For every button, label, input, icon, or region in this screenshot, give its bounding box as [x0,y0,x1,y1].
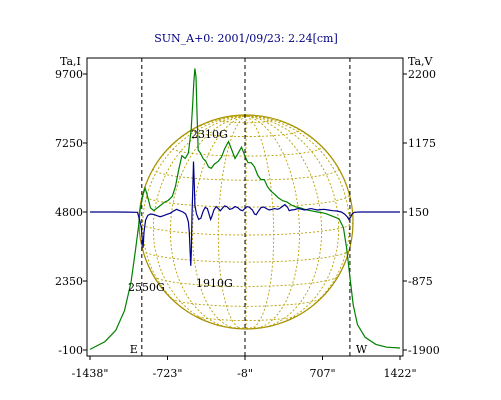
longitude-line [142,115,247,318]
annotation-1910g: 1910G [196,277,233,290]
limb-label-e: E [130,343,138,356]
annotation-2550g: 2550G [128,281,165,294]
right-tick-label: 2200 [408,68,436,81]
left-tick-label: 4800 [55,206,83,219]
latitude-line [171,298,321,307]
longitude-line [245,115,323,329]
axis-ticks: -1438" -723" -8" 707" 1422" 9700 7250 4800 2350 -… [55,68,440,380]
solar-disk-grid [138,114,354,330]
latitude-line [152,168,340,181]
longitude-line [245,115,350,318]
left-tick-label: 9700 [55,68,83,81]
x-tick-label: -1438" [72,367,109,380]
x-tick-label: 1422" [383,367,416,380]
longitude-line [192,115,247,329]
limb-label-w: W [356,343,368,356]
longitude-line [138,115,247,219]
longitude-line [217,115,247,330]
latitude-line [217,117,275,124]
plot-frame [86,57,404,357]
longitude-line [169,115,247,329]
polarization-series-line [90,161,400,266]
longitude-line [245,115,340,327]
longitude-line [245,115,354,219]
left-axis-label: Ta,I [60,55,81,68]
x-tick-label: 707" [309,367,335,380]
intensity-series-line [89,68,401,350]
left-tick-label: -100 [58,344,83,357]
longitude-line [152,115,247,327]
longitude-line [245,115,275,330]
x-tick-label: -8" [237,367,253,380]
right-tick-label: 150 [408,206,429,219]
latitude-line [153,275,339,287]
right-axis-label: Ta,V [408,55,434,68]
annotation-2310g: 2310G [191,128,228,141]
latitude-line [142,249,350,263]
longitude-line [246,115,289,125]
right-tick-label: -1900 [408,344,440,357]
left-tick-label: 7250 [55,137,83,150]
x-tick-label: -723" [153,367,183,380]
left-tick-label: 2350 [55,275,83,288]
longitude-line [245,114,254,117]
longitude-line [203,115,246,125]
right-tick-label: -875 [408,275,433,288]
longitude-line [245,115,300,329]
series-layer [89,68,401,350]
chart-title: SUN_A+0: 2001/09/23: 2.24[cm] [154,32,338,45]
right-tick-label: 1175 [408,137,436,150]
